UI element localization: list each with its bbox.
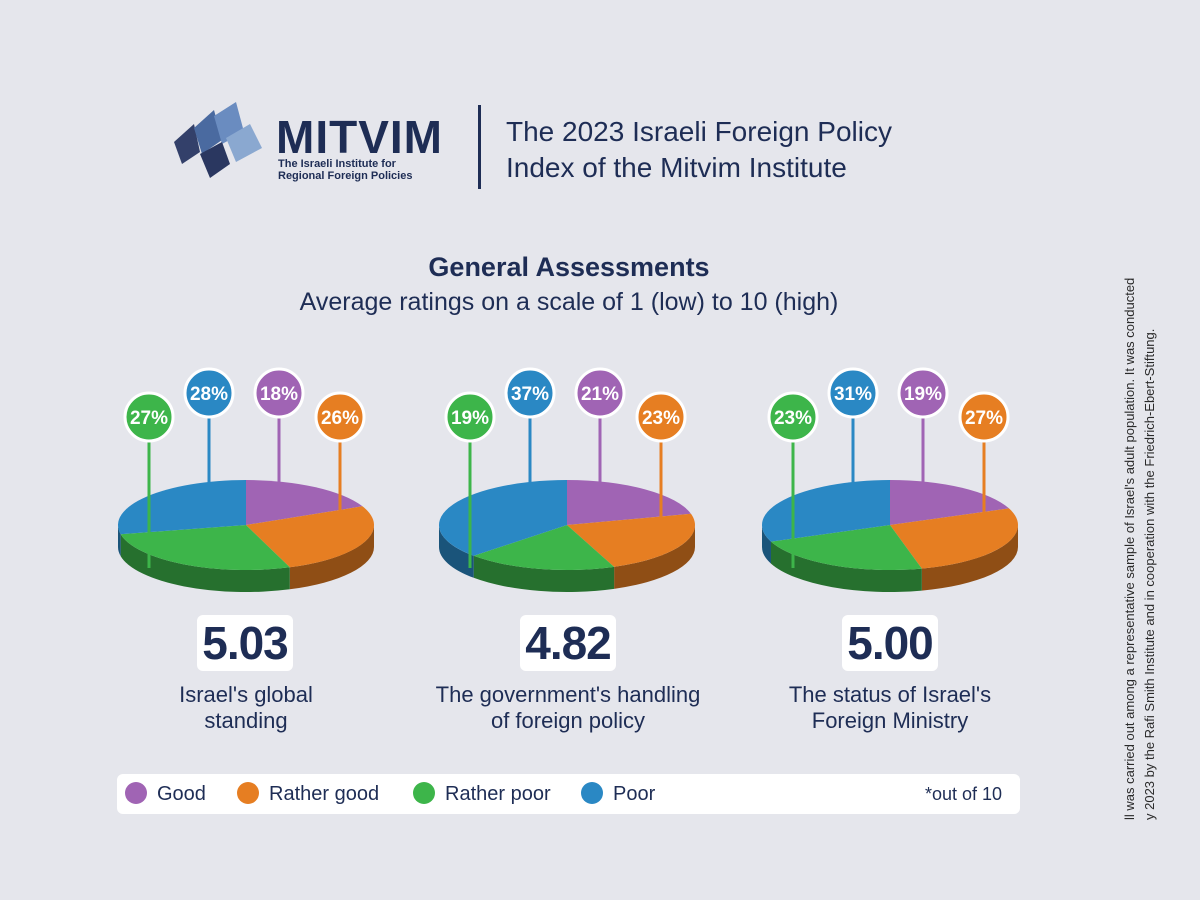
pie-1-side-rather-good xyxy=(289,525,374,590)
pie-caption-3-line-1: The status of Israel's xyxy=(788,682,992,707)
pie-1-slice-good xyxy=(246,480,363,525)
pie-3-side-rather-good xyxy=(921,525,1018,591)
side-note-text: ll was carried out among a representativ… xyxy=(1120,120,1160,820)
pie-3-slice-good xyxy=(890,480,1010,525)
legend: Good Rather good Rather poor Poor *out o… xyxy=(117,774,1020,814)
pie-1-bubble-rather-poor xyxy=(123,391,175,443)
legend-swatch-rather-poor xyxy=(413,782,435,804)
pie-2-bubble-rather-good xyxy=(635,391,687,443)
average-score-3: 5.00 xyxy=(842,615,938,671)
pie-1-label-rather-poor: 27% xyxy=(130,408,168,429)
pie-2-side-rather-poor xyxy=(473,555,615,592)
pie-3-bubble-good xyxy=(897,367,949,419)
legend-label-rather-poor: Rather poor xyxy=(445,783,551,805)
legend-swatch-rather-good xyxy=(237,782,259,804)
pie-2-side-rather-good xyxy=(614,525,695,589)
pie-caption-1-line-1: Israel's global xyxy=(179,682,313,707)
pie-2-slice-rather-good xyxy=(567,513,695,567)
pie-caption-1: Israel's global standing xyxy=(86,682,406,734)
pie-1-slice-rather-good xyxy=(246,506,374,568)
pie-2-side-poor xyxy=(439,525,474,578)
pie-3-label-rather-poor: 23% xyxy=(774,408,812,429)
pie-1-slice-poor xyxy=(118,480,246,535)
legend-label-poor: Poor xyxy=(613,783,656,805)
logo-name: MITVIM xyxy=(276,111,443,163)
logo-tagline-line-1: The Israeli Institute for xyxy=(278,158,396,170)
legend-item-poor: Poor xyxy=(581,782,655,806)
chart-title: General Assessments xyxy=(428,252,710,282)
pie-1-label-good: 18% xyxy=(260,384,298,405)
pie-3-side-poor xyxy=(762,525,771,564)
header-title-line-2: Index of the Mitvim Institute xyxy=(506,152,847,183)
legend-item-rather-poor: Rather poor xyxy=(413,782,551,806)
pie-3-bubble-rather-poor xyxy=(767,391,819,443)
pie-charts: 27% 28% 18% 26% 19% 37% 21% 23% 23% 31% 19% 27% xyxy=(118,367,1018,592)
legend-swatch-good xyxy=(125,782,147,804)
pie-caption-3: The status of Israel's Foreign Ministry xyxy=(730,682,1050,734)
pie-2-bubble-rather-poor xyxy=(444,391,496,443)
chart-subtitle: Average ratings on a scale of 1 (low) to… xyxy=(299,288,839,316)
side-note: ll was carried out among a representativ… xyxy=(1120,120,1160,820)
legend-label-good: Good xyxy=(157,783,206,805)
pie-3-bubble-poor xyxy=(827,367,879,419)
header-title-line-1: The 2023 Israeli Foreign Policy xyxy=(506,116,892,147)
pie-1-label-rather-good: 26% xyxy=(321,408,359,429)
pie-1-bubble-rather-good xyxy=(314,391,366,443)
header-title: The 2023 Israeli Foreign Policy Index of… xyxy=(506,114,966,186)
pie-chart-2: 19% 37% 21% 23% xyxy=(438,367,695,592)
legend-item-good: Good xyxy=(125,782,206,806)
pie-caption-2-line-1: The government's handling xyxy=(435,682,701,707)
side-note-line-2: y 2023 by the Rafi Smith Institute and i… xyxy=(1142,328,1157,820)
pie-1-side-rather-poor xyxy=(120,534,290,592)
pie-caption-2-line-2: of foreign policy xyxy=(490,708,646,733)
pie-2-slice-rather-poor xyxy=(473,525,615,570)
pie-3-slice-rather-poor xyxy=(770,525,922,570)
pie-chart-1: 27% 28% 18% 26% xyxy=(118,367,374,592)
pie-2-label-poor: 37% xyxy=(511,384,549,405)
legend-swatch-poor xyxy=(581,782,603,804)
pie-caption-3-line-2: Foreign Ministry xyxy=(811,708,969,733)
pie-3-label-rather-good: 27% xyxy=(965,408,1003,429)
average-score-2: 4.82 xyxy=(520,615,616,671)
logo-mark-icon xyxy=(174,102,262,178)
pie-2-bubble-good xyxy=(574,367,626,419)
pie-chart-3: 23% 31% 19% 27% xyxy=(762,367,1018,592)
pie-1-side-poor xyxy=(118,525,121,557)
pie-1-bubble-good xyxy=(253,367,305,419)
pie-1-label-poor: 28% xyxy=(190,384,228,405)
pie-3-side-rather-poor xyxy=(770,541,922,592)
pie-3-slice-rather-good xyxy=(890,508,1018,569)
logo-tagline-line-2: Regional Foreign Policies xyxy=(278,170,413,182)
legend-label-rather-good: Rather good xyxy=(269,783,380,805)
pie-1-slice-rather-poor xyxy=(120,525,290,570)
pie-2-label-rather-poor: 19% xyxy=(451,408,489,429)
pie-3-bubble-rather-good xyxy=(958,391,1010,443)
pie-2-label-rather-good: 23% xyxy=(642,408,680,429)
footnote: *out of 10 xyxy=(924,784,1002,804)
pie-caption-1-line-2: standing xyxy=(204,708,288,733)
pie-caption-2: The government's handling of foreign pol… xyxy=(408,682,728,734)
pie-2-bubble-poor xyxy=(504,367,556,419)
pie-3-label-poor: 31% xyxy=(834,384,872,405)
average-score-1: 5.03 xyxy=(197,615,293,671)
pie-2-label-good: 21% xyxy=(581,384,619,405)
legend-item-rather-good: Rather good xyxy=(237,782,379,806)
side-note-line-1: ll was carried out among a representativ… xyxy=(1122,277,1137,820)
logo-tagline: The Israeli Institute for Regional Forei… xyxy=(278,158,458,182)
pie-3-label-good: 19% xyxy=(904,384,942,405)
header-divider xyxy=(478,105,481,189)
header: MITVIM The Israeli Institute for Regiona… xyxy=(170,100,970,200)
pie-1-bubble-poor xyxy=(183,367,235,419)
